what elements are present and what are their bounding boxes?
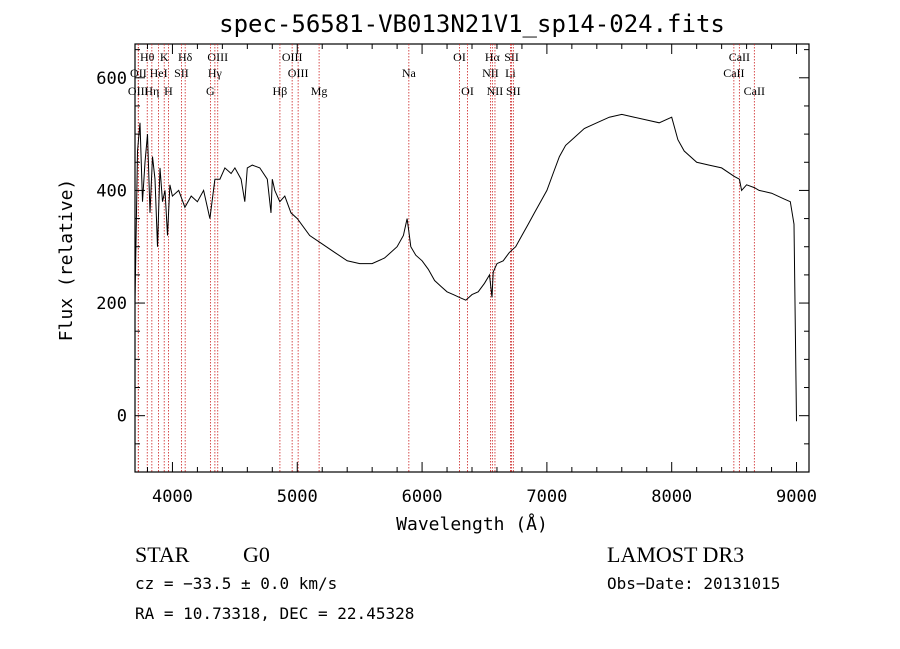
line-marker-label: CaII <box>723 66 744 80</box>
y-tick-label: 600 <box>96 69 127 89</box>
line-marker-label: CaII <box>729 50 750 64</box>
line-marker-label: G <box>206 84 215 98</box>
coordinates: RA = 10.73318, DEC = 22.45328 <box>135 604 414 623</box>
line-marker-label: Hδ <box>178 50 193 64</box>
line-marker-label: OII <box>130 66 147 80</box>
y-tick-label: 400 <box>96 181 127 201</box>
line-marker-label: Li <box>505 66 516 80</box>
line-marker-label: CaII <box>744 84 765 98</box>
line-marker-label: Hθ <box>140 50 155 64</box>
line-marker-label: SII <box>174 66 189 80</box>
line-marker-label: NII <box>482 66 499 80</box>
line-marker-label: NII <box>487 84 504 98</box>
line-marker-label: SII <box>504 50 519 64</box>
axes: 4000 5000 6000 7000 8000 9000 0 200 400 600 <box>96 44 817 507</box>
line-marker-label: H <box>164 84 173 98</box>
x-tick-label: 9000 <box>776 487 817 507</box>
line-marker-label: SII <box>506 84 521 98</box>
x-tick-label: 8000 <box>651 487 692 507</box>
line-marker-label: Hγ <box>208 66 223 80</box>
line-marker-label: OIII <box>282 50 303 64</box>
object-subclass: G0 <box>243 542 270 567</box>
x-tick-label: 5000 <box>277 487 318 507</box>
line-marker-label: OIII <box>288 66 309 80</box>
line-marker-label: OIII <box>207 50 228 64</box>
line-marker-label: OIII <box>128 84 149 98</box>
redshift-velocity: cz = −33.5 ± 0.0 km/s <box>135 574 337 593</box>
y-axis-label: Flux (relative) <box>56 179 77 342</box>
line-marker-label: Hη <box>144 84 159 98</box>
y-tick-label: 200 <box>96 294 127 314</box>
observation-date: Obs−Date: 20131015 <box>607 574 780 593</box>
survey-name: LAMOST DR3 <box>607 542 744 567</box>
line-marker-label: Na <box>402 66 417 80</box>
object-class: STAR <box>135 542 190 567</box>
line-marker-label: Hβ <box>273 84 288 98</box>
y-tick-label: 0 <box>117 407 127 427</box>
x-axis-label: Wavelength (Å) <box>396 513 548 535</box>
line-marker-label: OI <box>461 84 474 98</box>
line-marker-label: HeI <box>150 66 168 80</box>
line-marker-label: OI <box>453 50 466 64</box>
chart-title: spec-56581-VB013N21V1_sp14-024.fits <box>219 10 725 38</box>
line-marker-label: K <box>160 50 169 64</box>
x-tick-label: 6000 <box>402 487 443 507</box>
flux-series-line <box>134 113 797 422</box>
x-tick-label: 7000 <box>526 487 567 507</box>
plot-frame <box>134 43 810 473</box>
x-tick-label: 4000 <box>152 487 193 507</box>
line-marker-label: Hα <box>485 50 501 64</box>
line-marker-label: Mg <box>311 84 328 98</box>
